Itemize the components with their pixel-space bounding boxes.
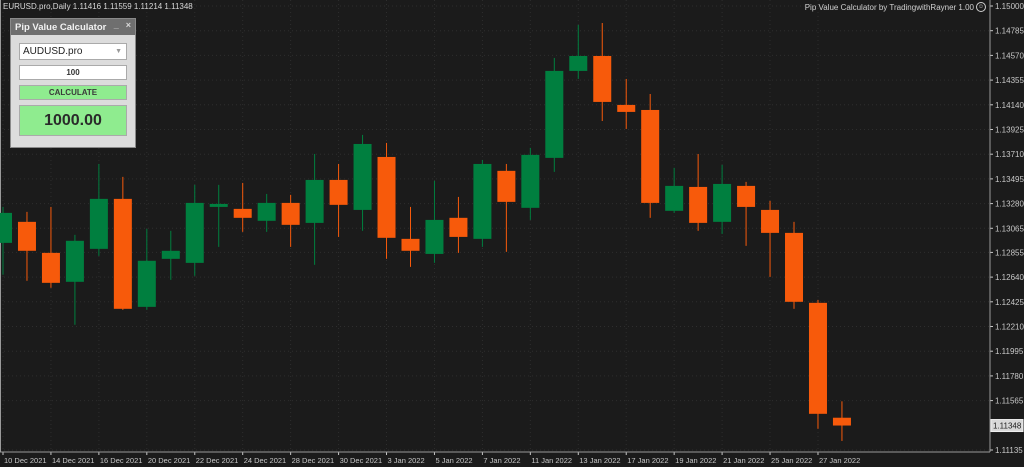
candle-body-bull <box>521 154 540 208</box>
y-tick-label: 1.12425 <box>995 298 1024 307</box>
y-tick-label: 1.12210 <box>995 323 1024 332</box>
chevron-down-icon[interactable]: ▼ <box>115 48 122 55</box>
candle-body-bull <box>137 260 156 307</box>
last-price-label: 1.11348 <box>993 422 1022 431</box>
candle-body-bear <box>449 217 468 237</box>
minimize-icon[interactable]: _ <box>113 20 119 30</box>
y-tick-label: 1.13925 <box>995 125 1024 134</box>
y-tick-label: 1.14570 <box>995 51 1024 60</box>
candle-body-bear <box>113 198 132 309</box>
x-tick-label: 28 Dec 2021 <box>292 456 335 465</box>
close-icon[interactable]: × <box>125 20 131 30</box>
x-tick-label: 17 Jan 2022 <box>627 456 668 465</box>
candle-body-bull <box>353 143 372 210</box>
candle-body-bear <box>761 209 780 233</box>
candle-body-bear <box>808 302 827 414</box>
x-tick-label: 16 Dec 2021 <box>100 456 143 465</box>
x-tick-label: 14 Dec 2021 <box>52 456 95 465</box>
candle-body-bear <box>689 186 708 223</box>
candle-body-bull <box>425 219 444 254</box>
y-tick-label: 1.14140 <box>995 101 1024 110</box>
y-tick-label: 1.11135 <box>995 446 1023 455</box>
candle-body-bull <box>473 163 492 239</box>
candle-body-bear <box>641 109 660 203</box>
candle-body-bull <box>305 179 324 223</box>
candle-body-bear <box>617 104 636 112</box>
calculate-button[interactable]: CALCULATE <box>19 85 127 100</box>
x-tick-label: 25 Jan 2022 <box>771 456 812 465</box>
y-tick-label: 1.13065 <box>995 224 1024 233</box>
x-tick-label: 7 Jan 2022 <box>483 456 520 465</box>
smiley-icon[interactable]: ☺ <box>976 2 986 12</box>
candle-body-bull <box>65 240 84 282</box>
x-tick-label: 27 Jan 2022 <box>819 456 860 465</box>
y-tick-label: 1.11995 <box>995 347 1024 356</box>
x-tick-label: 3 Jan 2022 <box>388 456 425 465</box>
candle-body-bear <box>401 238 420 251</box>
x-tick-label: 13 Jan 2022 <box>579 456 620 465</box>
candle-body-bull <box>89 198 108 249</box>
y-tick-label: 1.13710 <box>995 150 1024 159</box>
candle-body-bear <box>329 179 348 205</box>
symbol-info: EURUSD.pro,Daily 1.11416 1.11559 1.11214… <box>3 2 193 11</box>
panel-title-bar[interactable]: Pip Value Calculator _ × <box>11 19 135 35</box>
y-tick-label: 1.14355 <box>995 76 1024 85</box>
x-tick-label: 10 Dec 2021 <box>4 456 47 465</box>
indicator-info: Pip Value Calculator by TradingwithRayne… <box>805 2 986 12</box>
candle-body-bear <box>593 55 612 102</box>
candle-body-bear <box>497 170 516 202</box>
x-tick-label: 5 Jan 2022 <box>435 456 472 465</box>
indicator-label: Pip Value Calculator by TradingwithRayne… <box>804 2 974 12</box>
x-tick-label: 30 Dec 2021 <box>340 456 383 465</box>
x-tick-label: 19 Jan 2022 <box>675 456 716 465</box>
y-tick-label: 1.13280 <box>995 200 1024 209</box>
candle-body-bear <box>17 221 36 251</box>
symbol-select-value: AUDUSD.pro <box>23 46 83 57</box>
y-tick-label: 1.11565 <box>995 397 1024 406</box>
candle-body-bull <box>545 70 564 158</box>
candle-body-bull <box>161 250 180 259</box>
candle-body-bear <box>233 208 252 218</box>
candle-body-bull <box>569 55 588 71</box>
candle-body-bull <box>0 212 12 243</box>
y-tick-label: 1.13495 <box>995 175 1024 184</box>
x-tick-label: 24 Dec 2021 <box>244 456 287 465</box>
candle-body-bear <box>281 202 300 225</box>
y-tick-label: 1.12640 <box>995 273 1024 282</box>
x-tick-label: 22 Dec 2021 <box>196 456 239 465</box>
candle-body-bear <box>785 232 804 302</box>
candle-body-bull <box>185 202 204 263</box>
y-tick-label: 1.11780 <box>995 372 1024 381</box>
candle-body-bull <box>209 203 228 207</box>
candle-body-bull <box>257 202 276 221</box>
y-tick-label: 1.12855 <box>995 248 1024 257</box>
y-tick-label: 1.15000 <box>995 2 1024 11</box>
x-tick-label: 20 Dec 2021 <box>148 456 191 465</box>
last-price-box <box>990 419 1024 433</box>
x-tick-label: 21 Jan 2022 <box>723 456 764 465</box>
candle-body-bull <box>713 183 732 222</box>
candle-body-bear <box>832 417 851 426</box>
pip-value-result: 1000.00 <box>19 105 127 136</box>
candle-body-bull <box>665 185 684 211</box>
y-tick-label: 1.14785 <box>995 27 1024 36</box>
candle-body-bear <box>377 156 396 238</box>
pip-value-calculator-panel[interactable]: Pip Value Calculator _ × AUDUSD.pro ▼ 10… <box>10 18 136 148</box>
x-tick-label: 11 Jan 2022 <box>531 456 572 465</box>
candle-body-bear <box>41 252 60 283</box>
pips-input[interactable]: 100 <box>19 65 127 80</box>
symbol-select[interactable]: AUDUSD.pro ▼ <box>19 43 127 60</box>
candle-body-bear <box>737 185 756 207</box>
panel-title: Pip Value Calculator <box>15 21 107 33</box>
